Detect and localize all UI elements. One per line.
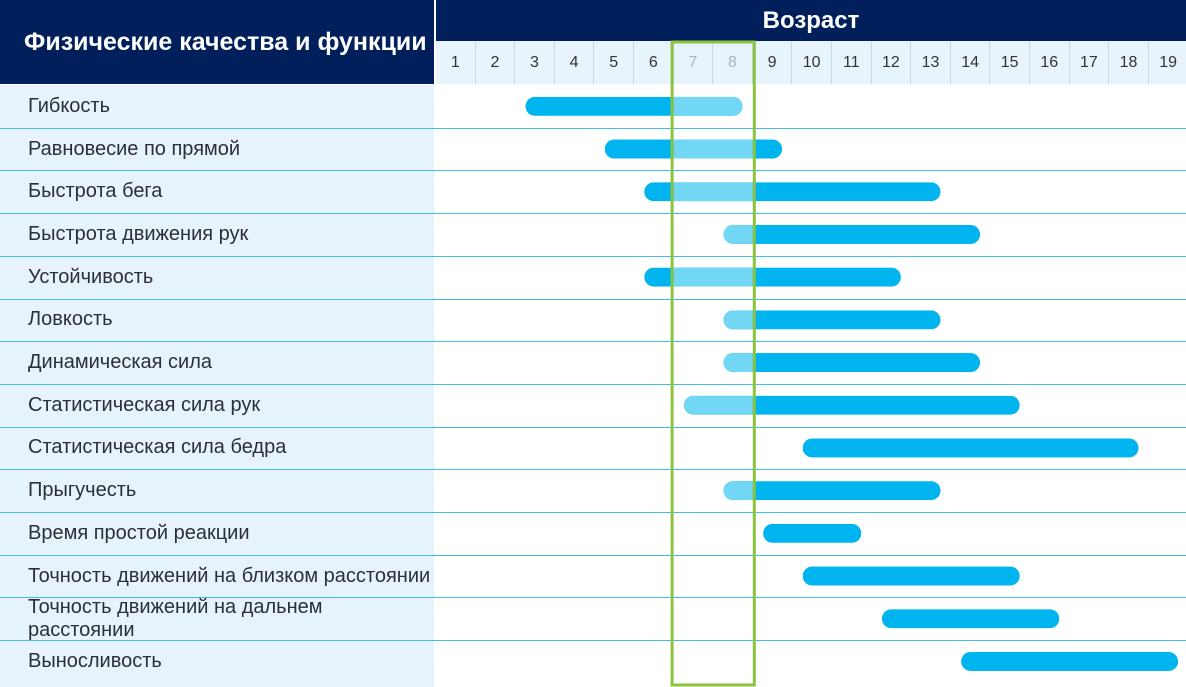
range-bar [674, 566, 1020, 586]
range-bar-highlight-segment [723, 224, 753, 244]
range-bar-highlight-segment [673, 182, 753, 202]
age-axis: 1 2 3 4 5 6 7 8 9 10 11 12 13 14 15 16 17 18 19 [436, 41, 1186, 84]
range-bar-highlight-segment [673, 96, 743, 116]
age-tick-7: 7 [674, 41, 714, 84]
range-bar-highlight-segment [674, 652, 753, 671]
row-separator [0, 512, 1186, 513]
age-tick-18: 18 [1109, 41, 1149, 84]
row-label: Прыгучесть [28, 479, 137, 502]
row-label: Равновесие по прямой [28, 137, 241, 160]
range-bar-body [723, 310, 941, 330]
row-label: Точность движений на близком расстоянии [28, 564, 431, 587]
range-bar-highlight-segment [723, 310, 753, 330]
range-bar-body [802, 438, 1139, 458]
row-label: Время простой реакции [28, 521, 250, 544]
range-bar [723, 224, 981, 244]
row-separator [0, 640, 1186, 642]
row-separator [0, 383, 1186, 385]
range-bar-body [881, 609, 1060, 629]
row-separator [0, 255, 1186, 257]
range-bar-body [961, 651, 1179, 671]
range-bar-highlight-segment [673, 139, 753, 159]
range-bar [674, 438, 1139, 458]
age-tick-8: 8 [713, 41, 753, 84]
range-bar [674, 609, 1060, 629]
range-bar-body [683, 395, 1020, 415]
range-bar-highlight-segment [723, 353, 753, 373]
age-tick-14: 14 [951, 41, 991, 84]
range-bar [683, 395, 1020, 415]
row-label: Ловкость [28, 308, 113, 331]
row-separator [0, 426, 1186, 428]
row-label: Статистическая сила рук [28, 393, 261, 416]
age-tick-19: 19 [1149, 41, 1186, 84]
range-bar [723, 353, 981, 373]
range-bar-highlight-segment [674, 524, 753, 543]
age-tick-5: 5 [594, 41, 634, 84]
row-label: Точность движений на дальнем расстоянии [28, 595, 323, 641]
age-tick-15: 15 [990, 41, 1030, 84]
range-bar [644, 182, 941, 202]
age-tick-3: 3 [515, 41, 555, 84]
age-tick-17: 17 [1070, 41, 1110, 84]
row-label: Быстрота бега [28, 180, 163, 203]
age-tick-4: 4 [555, 41, 595, 84]
range-bar [604, 139, 783, 159]
row-label: Статистическая сила бедра [28, 436, 287, 459]
range-bar-highlight-segment [674, 609, 753, 628]
range-bar [525, 96, 743, 116]
range-bar-highlight-segment [674, 438, 753, 457]
row-separator [0, 341, 1186, 343]
age-tick-2: 2 [476, 41, 516, 84]
row-separator [0, 170, 1186, 172]
row-label: Динамическая сила [28, 351, 213, 374]
column-header-age-label: Возраст [762, 6, 860, 34]
range-bar-highlight-segment [683, 395, 753, 415]
label-column [0, 85, 434, 687]
range-bar-body [723, 481, 941, 501]
range-bar-highlight-segment [674, 567, 753, 586]
row-label: Выносливость [28, 649, 162, 672]
age-tick-10: 10 [792, 41, 832, 84]
range-bar-body [723, 224, 981, 244]
age-tick-16: 16 [1030, 41, 1070, 84]
row-separator [0, 597, 1186, 599]
range-bar-body [763, 523, 862, 543]
range-bar-highlight-segment [723, 481, 753, 501]
column-header-qualities-label: Физические качества и функции [24, 27, 427, 56]
age-tick-9: 9 [753, 41, 793, 84]
row-separator [0, 213, 1186, 215]
row-separator [0, 127, 1186, 129]
column-header-age: Возраст [436, 0, 1186, 41]
range-bar [644, 267, 901, 287]
range-bar [674, 523, 862, 543]
age-tick-12: 12 [872, 41, 912, 84]
row-separator [0, 469, 1186, 471]
row-label: Устойчивость [28, 265, 154, 288]
range-bar-body [802, 566, 1020, 586]
age-tick-1: 1 [436, 41, 476, 84]
row-separator [0, 554, 1186, 556]
range-bar-highlight-segment [673, 267, 753, 287]
age-tick-13: 13 [911, 41, 951, 84]
highlight-age-frame [670, 40, 756, 687]
range-bar [674, 651, 1179, 671]
column-header-qualities: Физические качества и функции [0, 0, 434, 84]
range-bar-body [723, 353, 981, 373]
row-label: Гибкость [28, 94, 111, 117]
range-bar [723, 481, 941, 501]
row-label: Быстрота движения рук [28, 222, 249, 245]
range-bar [723, 310, 941, 330]
age-tick-11: 11 [832, 41, 872, 84]
row-separator [0, 298, 1186, 300]
